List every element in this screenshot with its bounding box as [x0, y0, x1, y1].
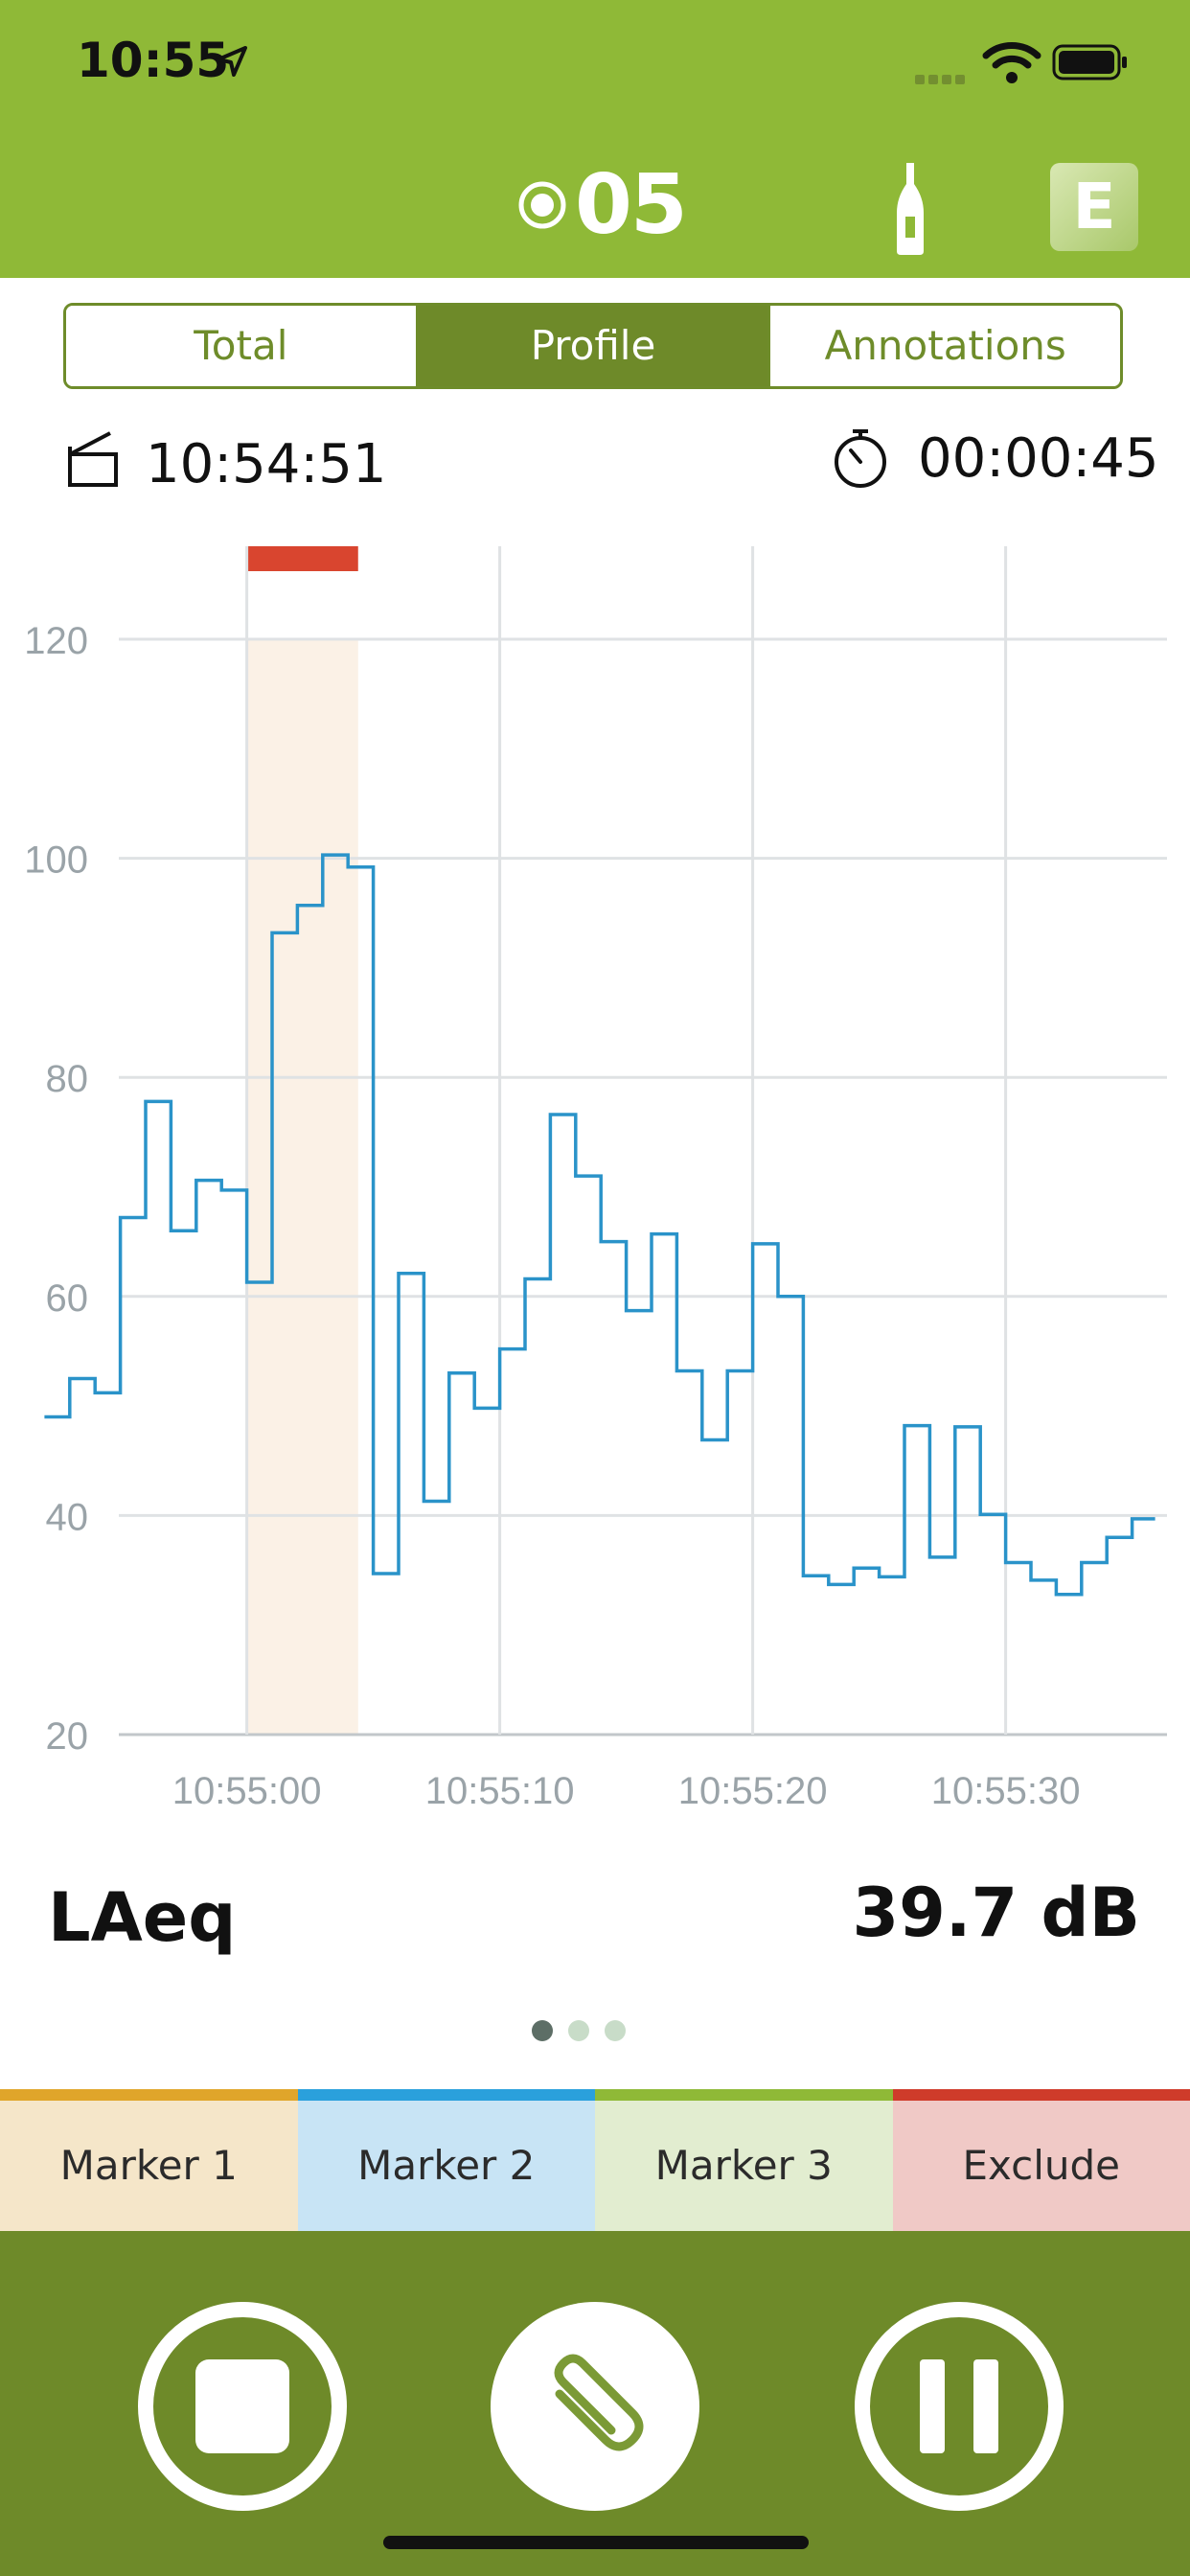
- elapsed-time: 00:00:45: [918, 427, 1159, 490]
- page-indicator[interactable]: [532, 2020, 641, 2041]
- location-arrow-icon: [217, 46, 247, 77]
- y-tick-label: 40: [46, 1496, 89, 1538]
- marker-2-button[interactable]: Marker 2: [297, 2089, 595, 2231]
- y-tick-label: 20: [46, 1715, 89, 1758]
- pause-icon-bar: [973, 2359, 998, 2453]
- metric-label: LAeq: [48, 1878, 237, 1957]
- wifi-icon: [982, 42, 1041, 83]
- stop-icon: [195, 2359, 289, 2453]
- exclude-button[interactable]: Exclude: [892, 2089, 1190, 2231]
- pause-icon-bar: [920, 2359, 945, 2453]
- x-tick-label: 10:55:20: [678, 1770, 828, 1811]
- paperclip-icon: [554, 2354, 644, 2451]
- x-tick-label: 10:55:30: [931, 1770, 1081, 1811]
- page-dot[interactable]: [532, 2020, 553, 2041]
- marker-1-button[interactable]: Marker 1: [0, 2089, 298, 2231]
- tab-profile[interactable]: Profile: [415, 306, 768, 386]
- highlight-bar: [246, 546, 358, 571]
- marker-3-button[interactable]: Marker 3: [595, 2089, 893, 2231]
- clapperboard-icon: [68, 431, 118, 487]
- record-icon: [518, 181, 566, 229]
- status-time: 10:55: [77, 33, 230, 88]
- marker-bar: Marker 1 Marker 2 Marker 3 Exclude: [0, 2089, 1190, 2231]
- attach-button[interactable]: [491, 2302, 699, 2511]
- y-tick-label: 100: [24, 840, 88, 882]
- y-tick-label: 80: [46, 1058, 89, 1100]
- sound-level-profile-chart[interactable]: 20 40 60 80 100 120 10:55:00 10:55:10 10:55:20 10…: [0, 537, 1190, 1811]
- metric-value: 39.7 dB: [852, 1874, 1140, 1952]
- stop-button[interactable]: [138, 2302, 347, 2511]
- sound-level-meter-icon[interactable]: [893, 161, 927, 257]
- recording-number: 05: [575, 157, 688, 253]
- recording-indicator: 05: [517, 157, 688, 253]
- recording-controls: [0, 2231, 1190, 2576]
- y-tick-label: 60: [46, 1277, 89, 1320]
- stopwatch-icon: [835, 429, 886, 488]
- y-tick-label: 120: [24, 620, 88, 662]
- app-header: 10:55 05 E: [0, 0, 1190, 278]
- page-dot[interactable]: [568, 2020, 589, 2041]
- home-indicator[interactable]: [383, 2536, 809, 2549]
- x-tick-label: 10:55:00: [172, 1770, 322, 1811]
- tab-annotations[interactable]: Annotations: [767, 306, 1120, 386]
- start-time: 10:54:51: [146, 433, 387, 495]
- series-line: [44, 853, 1156, 1597]
- tab-total[interactable]: Total: [66, 306, 416, 386]
- page-dot[interactable]: [605, 2020, 626, 2041]
- view-tabs: Total Profile Annotations: [63, 303, 1123, 389]
- cellular-signal-icon: [915, 70, 969, 88]
- profile-badge[interactable]: E: [1050, 163, 1138, 251]
- pause-button[interactable]: [855, 2302, 1064, 2511]
- x-tick-label: 10:55:10: [425, 1770, 575, 1811]
- highlight-region: [246, 639, 358, 1735]
- battery-icon: [1052, 44, 1127, 80]
